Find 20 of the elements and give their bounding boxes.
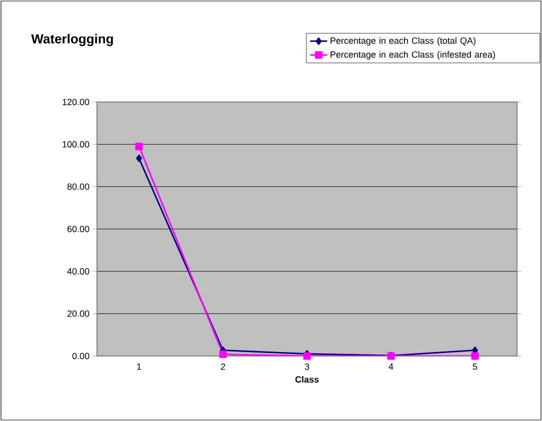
x-tick-label: 1 [137, 363, 142, 370]
y-tick-label: 60.00 [67, 226, 90, 232]
x-axis-title: Class [295, 376, 319, 383]
x-tick-label: 2 [220, 363, 226, 370]
y-tick-label: 120.00 [62, 98, 90, 106]
legend-label: Percentage in each Class (infested area) [330, 51, 495, 60]
point [135, 142, 143, 150]
y-tick-label: 80.00 [67, 183, 90, 190]
legend-label: Percentage in each Class (total QA) [330, 37, 476, 46]
y-tick-label: 20.00 [67, 310, 90, 317]
point [136, 154, 142, 162]
point [471, 352, 479, 360]
point [219, 350, 227, 358]
x-tick-label: 3 [304, 363, 310, 370]
x-tick-label: 4 [388, 363, 394, 370]
y-tick-label: 40.00 [67, 268, 90, 275]
y-tick-label: 100.00 [62, 141, 90, 148]
chart-title: Waterlogging [31, 34, 113, 46]
y-tick-label: 0.00 [72, 352, 90, 360]
x-tick-label: 5 [472, 363, 478, 370]
